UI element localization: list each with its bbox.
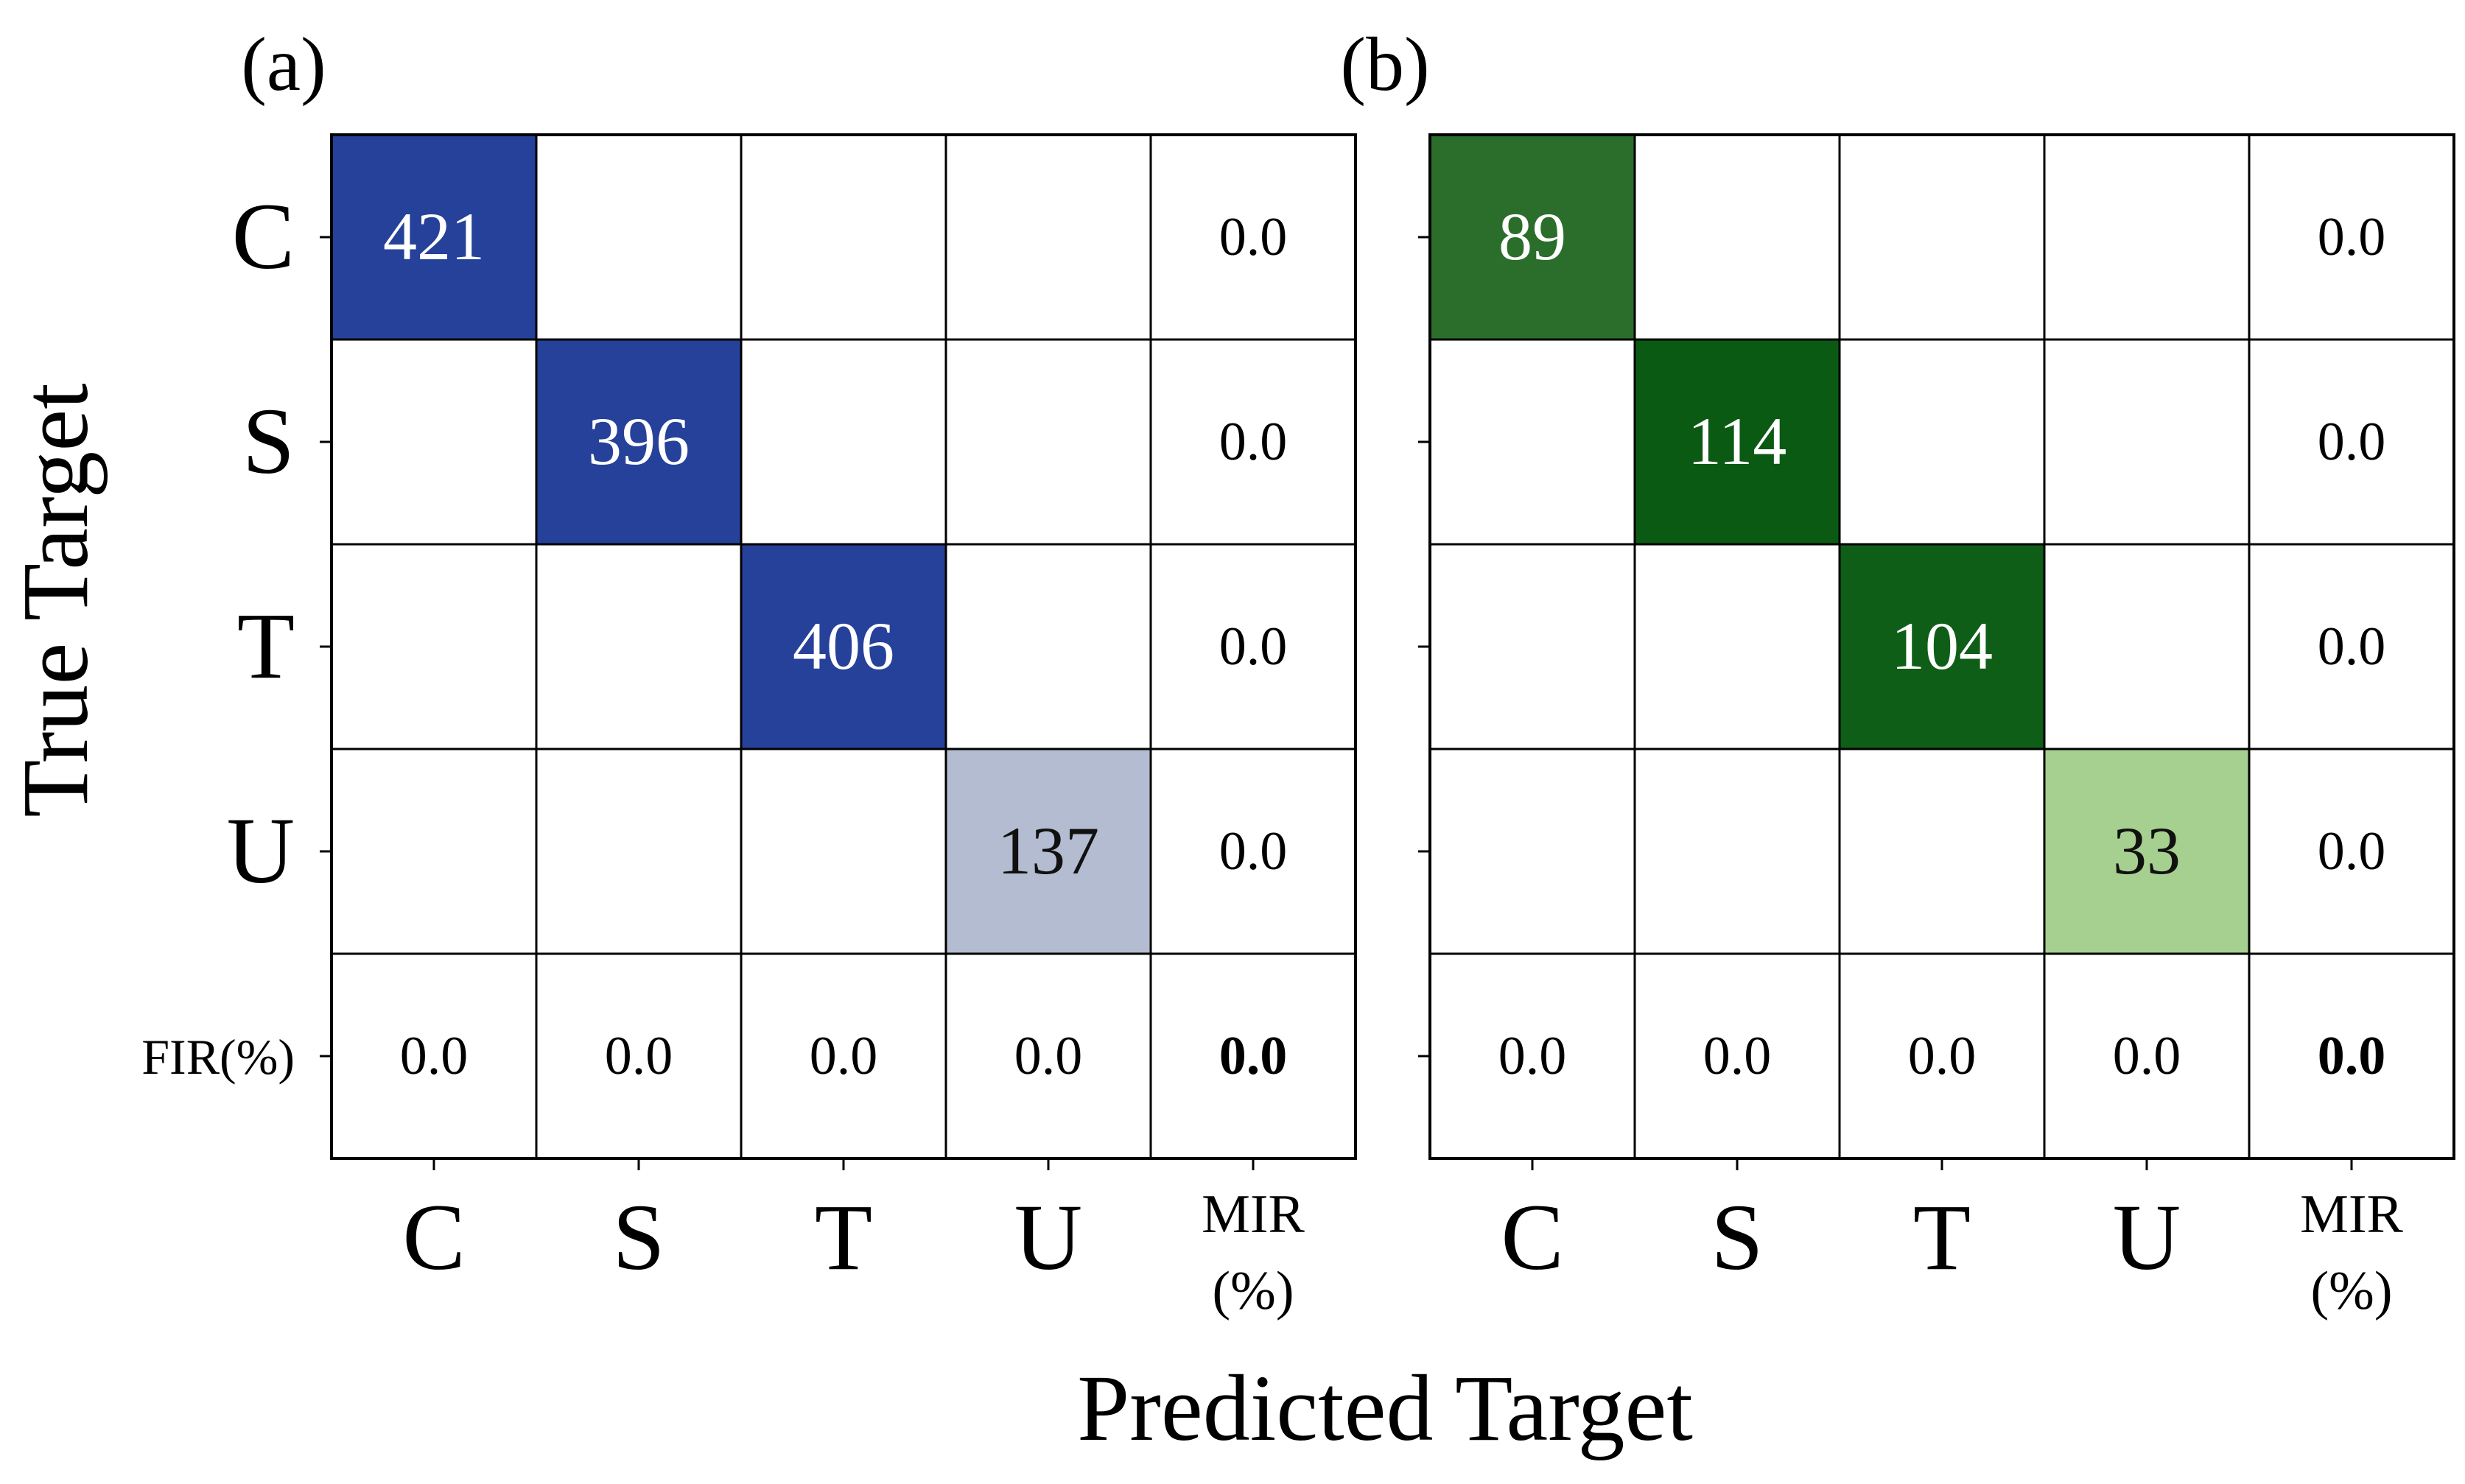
matrix-cell — [1633, 133, 1841, 341]
matrix-cell — [1149, 748, 1357, 955]
matrix-cell — [944, 338, 1152, 546]
panel-b: (b) 89 0.0 114 0.0 104 0.0 33 0.0 0.0 0.0 0.0 0.0 0.0… — [1340, 22, 2455, 1321]
matrix-cell — [1633, 338, 1841, 546]
matrix-cell — [2248, 133, 2455, 341]
cell-value: 33 — [2113, 813, 2181, 888]
cell-value: 137 — [997, 813, 1099, 888]
matrix-cell — [1149, 338, 1357, 546]
matrix-cell — [1633, 543, 1841, 750]
x-tick-label: C — [402, 1185, 465, 1290]
matrix-cell — [1838, 338, 2046, 546]
matrix-cell — [535, 133, 743, 341]
cell-value: 0.0 — [605, 1026, 673, 1086]
y-axis-title: True Target — [3, 383, 108, 817]
matrix-cell — [2248, 543, 2455, 750]
x-tick-label: C — [1501, 1185, 1563, 1290]
cell-value: 0.0 — [2318, 1026, 2386, 1086]
cell-value: 0.0 — [810, 1026, 878, 1086]
cell-value: 0.0 — [1014, 1026, 1083, 1086]
cell-value: 0.0 — [400, 1026, 469, 1086]
matrix-cell — [1428, 338, 1636, 546]
matrix-cell — [740, 952, 947, 1160]
cell-value: 0.0 — [1219, 207, 1288, 267]
cell-value: 0.0 — [2318, 821, 2386, 882]
matrix-cell — [330, 952, 538, 1160]
matrix-cell — [535, 543, 743, 750]
matrix-cell — [2043, 133, 2251, 341]
panel-label: (a) — [241, 22, 326, 107]
cell-value: 421 — [383, 199, 485, 274]
cell-value: 0.0 — [1908, 1026, 1977, 1086]
cell-value: 114 — [1688, 404, 1787, 479]
y-tick-label: C — [232, 184, 295, 289]
matrix-cell — [2043, 543, 2251, 750]
matrix-cell — [740, 748, 947, 955]
x-tick-label: S — [1711, 1185, 1763, 1290]
y-tick-label: S — [242, 389, 295, 493]
cell-value: 0.0 — [2318, 616, 2386, 677]
matrix-cell — [535, 338, 743, 546]
matrix-cell — [1838, 952, 2046, 1160]
x-tick-label: S — [612, 1185, 665, 1290]
matrix-cell — [1633, 748, 1841, 955]
panel-label: (b) — [1340, 22, 1429, 107]
matrix-cell — [535, 952, 743, 1160]
y-tick-label: U — [227, 798, 295, 903]
cell-value: 0.0 — [1498, 1026, 1567, 1086]
matrix-cell — [1838, 133, 2046, 341]
matrix-cell — [1633, 952, 1841, 1160]
cell-value: 0.0 — [2318, 207, 2386, 267]
matrix-cell — [1428, 952, 1636, 1160]
x-tick-label-mir: MIR — [1202, 1184, 1305, 1245]
cell-value: 0.0 — [1219, 412, 1288, 472]
matrix-cell — [740, 338, 947, 546]
matrix-cell — [944, 543, 1152, 750]
x-tick-label-mir: MIR — [2300, 1184, 2403, 1245]
cell-value: 0.0 — [2318, 412, 2386, 472]
x-tick-label: U — [1014, 1185, 1082, 1290]
x-tick-label-mir: (%) — [1213, 1261, 1294, 1321]
matrix-cell — [740, 133, 947, 341]
x-axis-title: Predicted Target — [1077, 1356, 1693, 1460]
x-tick-label: T — [1913, 1185, 1971, 1290]
cell-value: 406 — [793, 608, 894, 683]
matrix-cell — [1149, 543, 1357, 750]
x-tick-label-mir: (%) — [2311, 1261, 2393, 1321]
matrix-cell — [1838, 748, 2046, 955]
cell-value: 0.0 — [1703, 1026, 1772, 1086]
matrix-cell — [1428, 748, 1636, 955]
matrix-cell — [1428, 133, 1636, 341]
y-tick-label: T — [237, 594, 295, 698]
matrix-cell — [944, 133, 1152, 341]
x-tick-label: U — [2113, 1185, 2181, 1290]
matrix-cell — [1838, 543, 2046, 750]
panel-a: (a) 421 0.0 396 0.0 406 0.0 137 0.0 0.0 0.0 0.0 0.0 0… — [141, 22, 1357, 1321]
cell-value: 0.0 — [1219, 616, 1288, 677]
cell-value: 104 — [1891, 608, 1993, 683]
matrix-cell — [330, 338, 538, 546]
matrix-cell — [2248, 748, 2455, 955]
cell-value: 89 — [1498, 199, 1566, 274]
matrix-cell — [944, 748, 1152, 955]
x-tick-label: T — [815, 1185, 872, 1290]
matrix-cell — [740, 543, 947, 750]
matrix-cell — [2043, 338, 2251, 546]
cell-value: 396 — [588, 404, 690, 479]
matrix-cell — [2043, 952, 2251, 1160]
matrix-cell — [535, 748, 743, 955]
matrix-cell — [1428, 543, 1636, 750]
panels: (a) 421 0.0 396 0.0 406 0.0 137 0.0 0.0 0.0 0.0 0.0 0… — [141, 22, 2455, 1321]
cell-value: 0.0 — [1219, 1026, 1288, 1086]
cell-value: 0.0 — [2113, 1026, 2181, 1086]
matrix-cell — [330, 543, 538, 750]
matrix-cell — [330, 748, 538, 955]
y-tick-label: FIR(%) — [141, 1029, 295, 1085]
matrix-cell — [1149, 952, 1357, 1160]
cell-value: 0.0 — [1219, 821, 1288, 882]
